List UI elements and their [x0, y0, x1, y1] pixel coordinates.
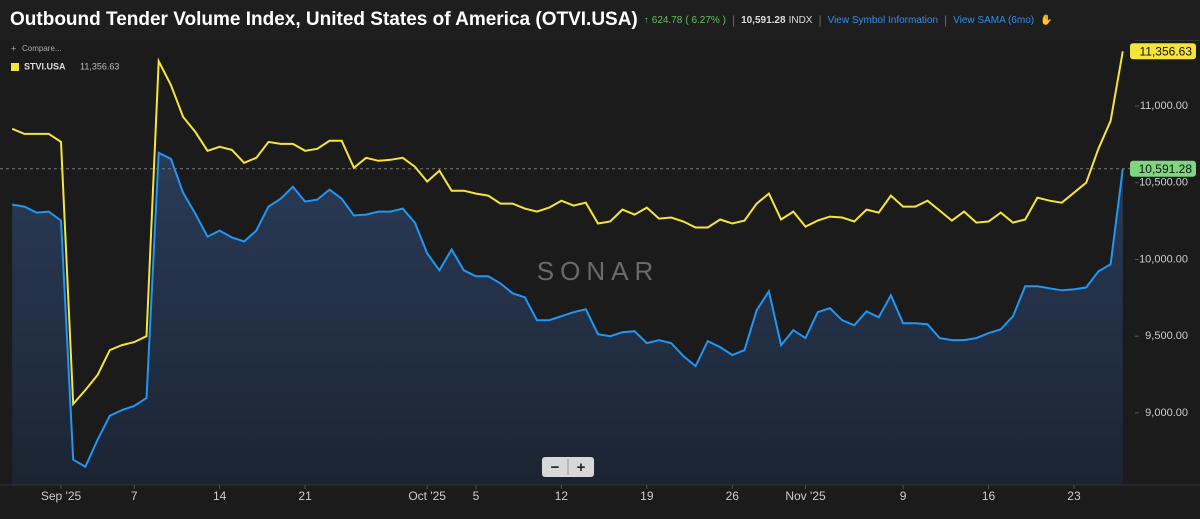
area	[12, 152, 1123, 486]
legend-name: STVI.USA	[24, 61, 66, 71]
series-line	[11, 51, 1124, 407]
y-tick-label: 10,500.00	[1139, 177, 1188, 189]
last-value-label: 11,356.63	[1140, 44, 1193, 58]
watermark: SONAR	[537, 256, 659, 286]
x-tick-label: 9	[900, 489, 907, 503]
unit: INDX	[788, 14, 813, 26]
last-value: 10,591.28	[741, 14, 786, 26]
x-tick-label: 19	[640, 489, 654, 503]
last-value-badge	[1130, 160, 1196, 177]
y-tick-label: 10,000.00	[1139, 253, 1188, 265]
x-tick-label: Oct '25	[408, 489, 446, 503]
change-pct: ( 6.27% )	[685, 14, 726, 26]
legend-swatch	[11, 63, 19, 71]
icon: ✋	[1040, 14, 1053, 26]
compare-plus: +	[11, 43, 16, 53]
y-tick-label: 9,500.00	[1145, 330, 1188, 342]
y-tick-label: 11,000.00	[1140, 100, 1188, 112]
series-line	[12, 151, 1124, 469]
last-value-label: 10,591.28	[1139, 162, 1193, 176]
x-tick-label: 14	[213, 489, 227, 503]
legend-value: 11,356.63	[80, 61, 119, 71]
y-tick-label: 9,000.00	[1145, 407, 1188, 419]
change: 624.78	[651, 14, 683, 26]
title: Outbound Tender Volume Index, United Sta…	[10, 9, 638, 30]
compare-button[interactable]: Compare...	[22, 44, 62, 53]
link[interactable]: View SAMA (6mo)	[953, 14, 1035, 26]
last-value-badge	[1130, 43, 1196, 60]
x-tick-label: Nov '25	[785, 489, 826, 503]
x-tick-label: 16	[982, 489, 996, 503]
header: Outbound Tender Volume Index, United Sta…	[0, 0, 1200, 41]
x-tick-label: Sep '25	[41, 489, 82, 503]
chart: SONAR Compare... + − + 9,000.00 9,500.00 1…	[0, 40, 1200, 503]
x-tick-label: 12	[555, 489, 569, 503]
change-arrow: ↑	[643, 14, 649, 26]
x-tick-label: 7	[131, 489, 138, 503]
zoom-in[interactable]: +	[577, 459, 586, 476]
link[interactable]: View Symbol Information	[827, 14, 939, 26]
x-tick-label: 26	[726, 489, 740, 503]
x-tick-label: 5	[473, 489, 480, 503]
zoom-out[interactable]: −	[551, 459, 560, 476]
x-tick-label: 21	[298, 489, 312, 503]
x-tick-label: 23	[1067, 489, 1081, 503]
